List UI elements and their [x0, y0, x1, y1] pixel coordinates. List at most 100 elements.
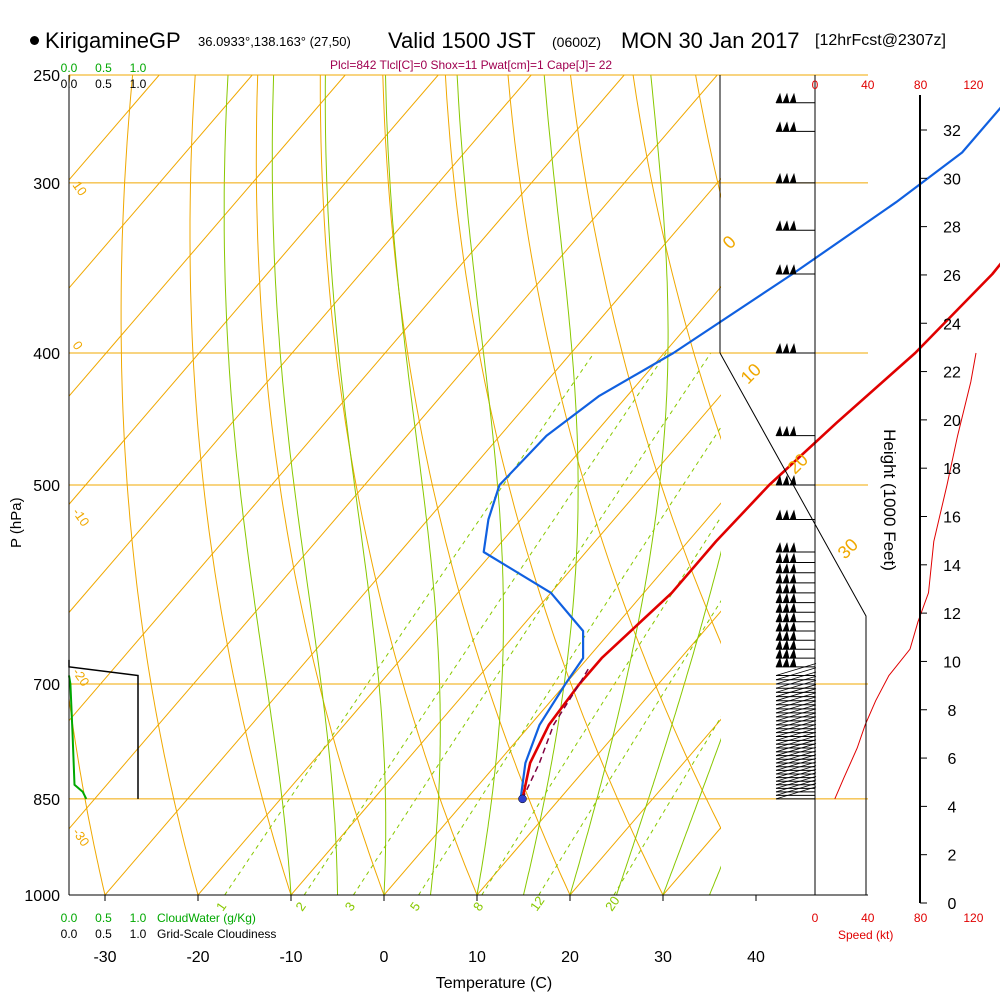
wind-barb-feather [775, 779, 817, 793]
mixing-ratio-label: 2 [292, 899, 308, 914]
wind-barb-pennant [789, 572, 797, 584]
wind-barb-feather [775, 663, 817, 676]
wind-barb-feather [775, 680, 817, 693]
wind-barb-pennant [775, 656, 783, 668]
cloudwater-profile [68, 675, 88, 800]
wind-barb-pennant [782, 611, 790, 623]
speed-tick-label-bottom: 80 [914, 911, 928, 925]
dry-adiabat-label: -30 [70, 825, 93, 849]
wind-barb-pennant [782, 425, 790, 436]
wind-barb-feather [775, 750, 817, 764]
wind-barb-pennant [782, 343, 790, 354]
wind-barb-pennant [782, 639, 790, 650]
wind-barb-feather [775, 671, 817, 685]
isotherm-line [69, 75, 346, 397]
height-tick-label: 26 [943, 268, 961, 285]
mixing-ratio-line [224, 352, 595, 895]
pressure-tick-label: 700 [33, 677, 60, 694]
isotherm-line [383, 502, 721, 895]
wind-barb-pennant [789, 582, 797, 594]
height-tick-label: 8 [948, 703, 957, 720]
wind-barb-pennant [775, 562, 783, 574]
wind-barb-feather [775, 728, 817, 741]
wind-barb-pennant [782, 582, 790, 594]
wind-barb-feather [775, 720, 817, 734]
wind-barb-pennant [782, 562, 790, 574]
wind-barb-feather [775, 768, 817, 782]
cloudiness-scale-bottom: 1.0 [130, 927, 147, 941]
moist-adiabat [456, 75, 504, 895]
temperature-tick-label: -10 [279, 949, 302, 966]
cloudiness-scale-top: 0.0 [61, 77, 78, 91]
forecast-info: [12hrFcst@2307z] [815, 32, 946, 49]
height-tick-label: 12 [943, 606, 961, 623]
speed-tick-label-bottom: 120 [963, 911, 983, 925]
mixing-ratio-label: 3 [342, 899, 358, 914]
wind-barb-pennant [789, 264, 797, 275]
temperature-axis-title: Temperature (C) [436, 975, 552, 992]
parcel-path [521, 666, 591, 800]
cloudwater-scale-top: 0.0 [61, 61, 78, 75]
wind-barb-pennant [775, 542, 783, 553]
isotherm-label: 10 [737, 360, 765, 388]
height-tick-label: 28 [943, 220, 961, 237]
height-tick-label: 0 [948, 896, 957, 913]
height-tick-label: 18 [943, 461, 961, 478]
wind-barb-pennant [789, 172, 797, 184]
wind-barb-pennant [789, 425, 797, 436]
speed-tick-label-top: 80 [914, 78, 928, 92]
wind-barb-pennant [775, 264, 783, 275]
moist-adiabat [616, 550, 721, 895]
isotherm-line [476, 610, 721, 895]
wind-barb-pennant [775, 602, 783, 613]
dry-adiabat-label: 0 [70, 338, 86, 353]
wind-barb-feather [775, 735, 817, 749]
wind-barb-feather [775, 700, 817, 714]
wind-barb-pennant [775, 425, 783, 436]
pressure-tick-label: 1000 [24, 888, 60, 905]
wind-barb-feather [775, 746, 817, 760]
wind-barb-pennant [782, 552, 790, 563]
temperature-tick-label: -30 [93, 949, 116, 966]
mixing-ratio-line [352, 352, 712, 895]
mixing-ratio-label: 20 [602, 893, 623, 913]
moist-adiabat [662, 737, 721, 895]
wind-barb-pennant [782, 592, 790, 603]
wind-barb-feather [775, 667, 817, 681]
dry-adiabat [120, 75, 199, 895]
speed-axis-title: Speed (kt) [838, 928, 893, 942]
wind-barb-feather [775, 724, 817, 737]
isotherm-line [849, 75, 1000, 895]
wind-barb-pennant [789, 509, 797, 520]
wind-barb-pennant [775, 475, 783, 486]
wind-barb-pennant [789, 602, 797, 613]
speed-tick-label-bottom: 40 [861, 911, 875, 925]
wind-barb-pennant [789, 220, 797, 231]
wind-barb-pennant [782, 121, 790, 132]
wind-barb-pennant [782, 602, 790, 613]
wind-barb-feather [775, 708, 817, 722]
wind-panel-edge [719, 352, 867, 895]
wind-barb-pennant [775, 621, 783, 632]
mixing-ratio-line [481, 516, 721, 895]
wind-barb-pennant [789, 621, 797, 632]
dewpoint-profile [482, 106, 1000, 800]
mixing-ratio-label: 5 [407, 899, 423, 914]
height-tick-label: 20 [943, 413, 961, 430]
height-tick-label: 32 [943, 123, 961, 140]
wind-barb-feather [775, 704, 817, 718]
surface-point [518, 794, 527, 804]
cloudiness-scale-bottom: 0.0 [61, 927, 78, 941]
temperature-tick-label: 30 [654, 949, 672, 966]
station-coords: 36.0933°,138.163° (27,50) [198, 34, 351, 49]
height-tick-label: 16 [943, 510, 961, 527]
wind-barb-pennant [782, 92, 790, 104]
wind-barb-pennant [789, 592, 797, 603]
height-tick-label: 4 [948, 799, 957, 816]
wind-barb-feather [775, 684, 817, 697]
wind-barb-feather [775, 739, 817, 753]
pressure-tick-label: 250 [33, 68, 60, 85]
dry-adiabat [0, 75, 12, 895]
wind-barb-feather [775, 712, 817, 726]
dry-adiabat [570, 75, 721, 645]
